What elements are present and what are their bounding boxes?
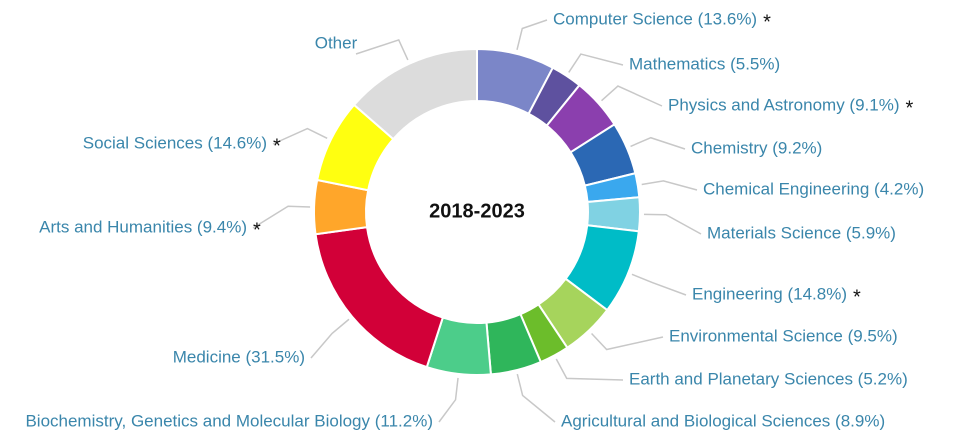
asterisk: * bbox=[253, 219, 261, 241]
donut-slice bbox=[314, 226, 445, 369]
leader-line bbox=[272, 127, 328, 145]
slice-label: Mathematics (5.5%) bbox=[629, 54, 780, 73]
slice-label: Agricultural and Biological Sciences (8.… bbox=[561, 411, 885, 430]
slice-label: Physics and Astronomy (9.1%) bbox=[668, 95, 899, 114]
slice-label: Computer Science (13.6%) bbox=[553, 9, 757, 28]
slice-label: Engineering (14.8%) bbox=[692, 284, 847, 303]
leader-line bbox=[641, 180, 698, 191]
leader-line bbox=[555, 358, 624, 381]
slice-label: Environmental Science (9.5%) bbox=[669, 326, 898, 345]
leader-line bbox=[643, 213, 702, 235]
leader-line bbox=[438, 377, 459, 423]
leader-line bbox=[516, 373, 556, 423]
leader-line bbox=[631, 273, 687, 296]
slice-label: Biochemistry, Genetics and Molecular Bio… bbox=[25, 411, 433, 430]
slice-label: Chemistry (9.2%) bbox=[691, 138, 822, 157]
leader-line bbox=[591, 332, 664, 351]
leader-line bbox=[355, 39, 409, 61]
slice-label: Medicine (31.5%) bbox=[173, 347, 305, 366]
leader-line bbox=[310, 318, 350, 359]
slice-label: Arts and Humanities (9.4%) bbox=[39, 217, 247, 236]
center-label: 2018-2023 bbox=[429, 200, 525, 222]
leader-line bbox=[252, 205, 311, 229]
slice-label: Materials Science (5.9%) bbox=[707, 223, 896, 242]
slice-label: Other bbox=[315, 33, 358, 52]
asterisk: * bbox=[763, 11, 771, 33]
asterisk: * bbox=[853, 286, 861, 308]
leader-line bbox=[601, 85, 663, 107]
asterisk: * bbox=[273, 135, 281, 157]
donut-slice bbox=[352, 47, 478, 141]
leader-line bbox=[630, 136, 686, 150]
leader-line bbox=[516, 19, 548, 51]
leader-line bbox=[568, 53, 624, 73]
slice-label: Chemical Engineering (4.2%) bbox=[703, 179, 924, 198]
slice-label: Earth and Planetary Sciences (5.2%) bbox=[629, 369, 908, 388]
slice-label: Social Sciences (14.6%) bbox=[83, 133, 267, 152]
asterisk: * bbox=[905, 97, 913, 119]
